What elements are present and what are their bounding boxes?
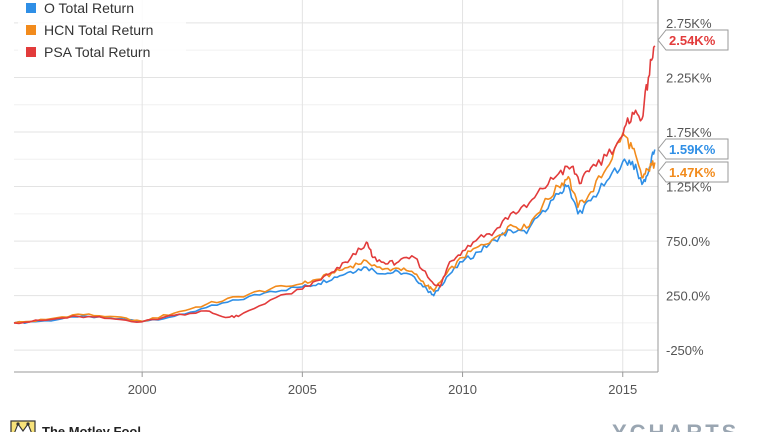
y-tick-label: 1.25K% xyxy=(666,180,712,195)
footer: The Motley Fool YCHARTS xyxy=(0,414,764,432)
y-tick-label: 250.0% xyxy=(666,289,711,304)
legend-label: O Total Return xyxy=(44,0,134,16)
end-label: 2.54K% xyxy=(657,29,729,51)
end-label-box xyxy=(657,161,729,183)
y-tick-label: 1.75K% xyxy=(666,125,712,140)
y-tick-label: 2.25K% xyxy=(666,70,712,85)
legend-swatch xyxy=(26,47,36,57)
y-tick-label: 2.75K% xyxy=(666,16,712,31)
x-tick-label: 2015 xyxy=(608,382,637,397)
jester-hat-icon xyxy=(10,420,36,432)
end-labels: 1.59K% 1.47K% 2.54K% xyxy=(657,29,729,183)
y-tick-label: 750.0% xyxy=(666,234,711,249)
end-label-text: 2.54K% xyxy=(669,33,716,48)
legend-box xyxy=(18,0,186,60)
legend-label: PSA Total Return xyxy=(44,44,150,60)
series-lines xyxy=(13,45,656,325)
y-tick-label: -250% xyxy=(666,343,704,358)
y-axis: 2.75K% 2.25K% 1.75K% 1.25K% 750.0% 250.0% -250… xyxy=(657,0,712,372)
ycharts-logo: YCHARTS xyxy=(612,420,739,432)
plot-area xyxy=(14,0,658,372)
legend-label: HCN Total Return xyxy=(44,22,153,38)
end-label-text: 1.59K% xyxy=(669,142,716,157)
x-tick-label: 2005 xyxy=(288,382,317,397)
x-tick-label: 2010 xyxy=(448,382,477,397)
end-label-box xyxy=(657,138,729,160)
series-line-1 xyxy=(13,132,656,324)
legend-swatch xyxy=(26,25,36,35)
motley-fool-text: The Motley Fool xyxy=(42,424,141,432)
series-line-2 xyxy=(13,45,656,325)
series-line-0 xyxy=(13,149,656,324)
end-label-text: 1.47K% xyxy=(669,165,716,180)
x-tick-label: 2000 xyxy=(128,382,157,397)
legend: O Total Return HCN Total Return PSA Total … xyxy=(18,0,186,60)
gridlines xyxy=(14,0,658,372)
end-label: 1.47K% xyxy=(657,161,729,183)
end-label: 1.59K% xyxy=(657,138,729,160)
end-label-box xyxy=(657,29,729,51)
x-axis: 2000 2005 2010 2015 xyxy=(14,371,658,397)
legend-swatch xyxy=(26,3,36,13)
